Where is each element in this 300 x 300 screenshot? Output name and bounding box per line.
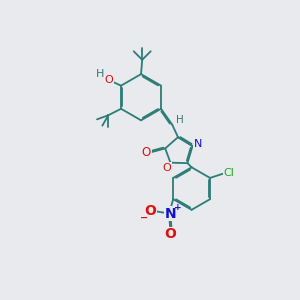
Text: N: N: [165, 206, 176, 220]
Text: O: O: [144, 204, 156, 218]
Text: O: O: [142, 146, 151, 159]
Text: Cl: Cl: [224, 168, 235, 178]
Text: O: O: [163, 163, 171, 173]
Text: O: O: [104, 75, 113, 85]
Text: N: N: [194, 139, 202, 149]
Text: O: O: [165, 227, 177, 241]
Text: +: +: [174, 202, 181, 211]
Text: −: −: [140, 213, 148, 223]
Text: H: H: [176, 115, 184, 125]
Text: H: H: [96, 69, 104, 79]
